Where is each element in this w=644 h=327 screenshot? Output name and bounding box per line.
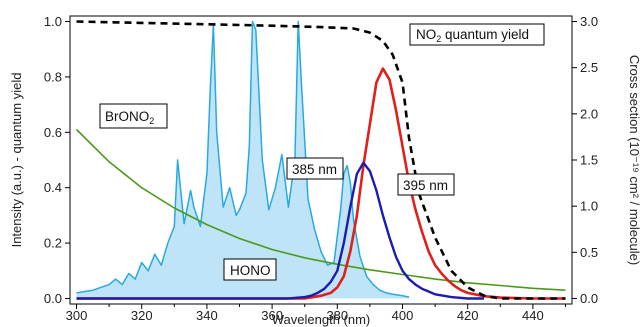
y-right-tick-label: 1.5 — [580, 153, 598, 168]
x-tick-label: 400 — [392, 308, 414, 323]
annotation-395nm: 395 nm — [397, 173, 455, 196]
x-tick-label: 380 — [326, 308, 348, 323]
y-left-axis-label: Intensity (a.u.) - quantum yield — [9, 73, 24, 248]
y-left-tick-label: 0.8 — [44, 69, 62, 84]
series-hono-emission-fill — [76, 21, 409, 299]
x-tick-label: 300 — [66, 308, 88, 323]
y-left-tick-label: 0.4 — [44, 180, 62, 195]
series-no2-quantum-yield — [76, 20, 566, 300]
y-left-tick-label: 1.0 — [44, 14, 62, 29]
y-right-tick-label: 3.0 — [580, 14, 598, 29]
y-left-tick-label: 0.2 — [44, 236, 62, 251]
y-right-tick-label: 0.5 — [580, 245, 598, 260]
series-led-395nm — [76, 67, 566, 300]
x-tick-label: 360 — [261, 308, 283, 323]
series-hono-emission — [76, 20, 410, 298]
tick-layer: 300 320 340 360 380 400 420 440 0.0 0.2 0.4 0.6 0.8 1… — [44, 14, 598, 323]
svg-text:NO2 quantum yield: NO2 quantum yield — [416, 27, 529, 44]
annotation-no2-quantum-yield: NO2 quantum yield — [409, 23, 545, 46]
x-tick-label: 420 — [457, 308, 479, 323]
x-axis-label: Wavelength (nm) — [272, 312, 371, 327]
y-right-tick-label: 0.0 — [580, 291, 598, 306]
y-right-tick-label: 2.5 — [580, 60, 598, 75]
svg-text:BrONO2: BrONO2 — [105, 109, 154, 126]
plot-area — [75, 20, 566, 300]
y-right-axis-label: Cross section (10⁻¹⁹ cm² / molecule) — [627, 55, 642, 265]
y-left-tick-label: 0.6 — [44, 125, 62, 140]
svg-text:385 nm: 385 nm — [292, 162, 337, 177]
svg-text:HONO: HONO — [230, 263, 271, 278]
annotation-hono: HONO — [223, 258, 277, 281]
svg-text:395 nm: 395 nm — [403, 178, 448, 193]
x-tick-label: 440 — [522, 308, 544, 323]
annotation-385nm: 385 nm — [286, 157, 344, 180]
series-brono2-cross-section — [75, 128, 566, 291]
annotation-brono2: BrONO2 — [99, 103, 168, 129]
y-left-tick-label: 0.0 — [44, 291, 62, 306]
x-tick-label: 320 — [131, 308, 153, 323]
y-right-tick-label: 2.0 — [580, 106, 598, 121]
series-led-385nm — [76, 161, 484, 300]
x-tick-label: 340 — [196, 308, 218, 323]
y-right-tick-label: 1.0 — [580, 199, 598, 214]
